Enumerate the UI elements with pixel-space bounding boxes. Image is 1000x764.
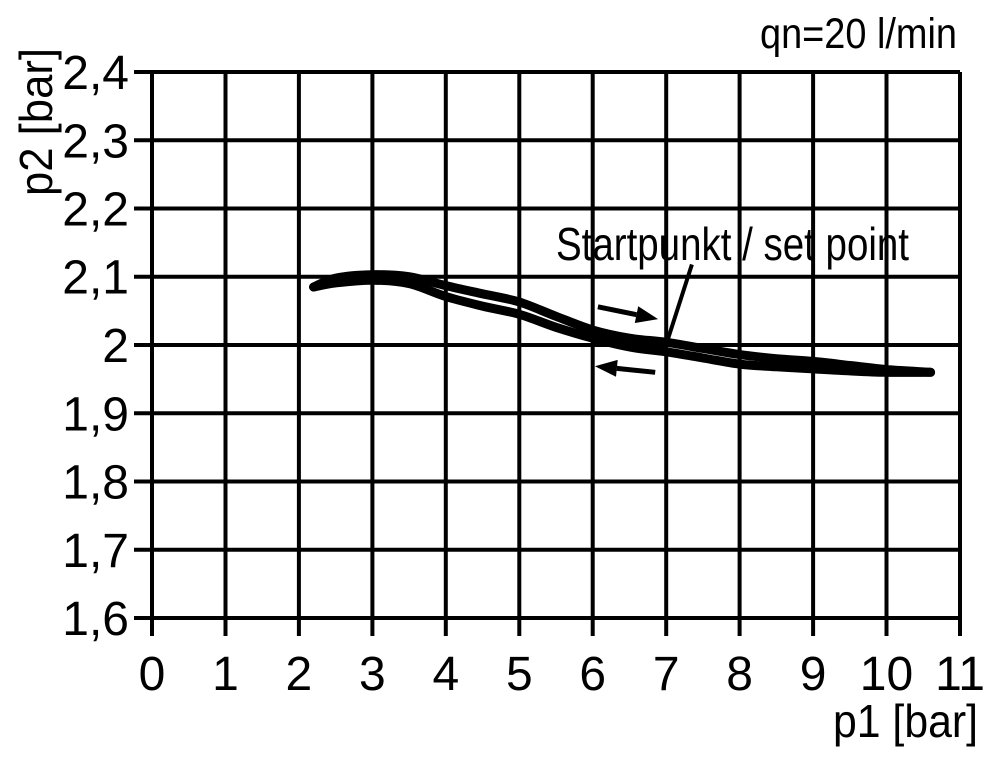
svg-text:2,3: 2,3 xyxy=(62,115,129,168)
x-axis-label: p1 [bar] xyxy=(833,695,978,747)
curve-lower-branch-p1-decreasing xyxy=(309,275,936,377)
svg-text:4: 4 xyxy=(432,648,459,701)
set-point-label: Startpunkt / set point xyxy=(556,218,909,270)
curve-upper-branch-p1-increasing xyxy=(309,270,936,377)
hysteresis-curves xyxy=(309,270,936,377)
svg-text:5: 5 xyxy=(506,648,533,701)
direction-arrow-right xyxy=(597,304,659,323)
svg-text:9: 9 xyxy=(800,648,827,701)
svg-text:3: 3 xyxy=(359,648,386,701)
svg-text:1,9: 1,9 xyxy=(62,388,129,441)
svg-text:6: 6 xyxy=(579,648,606,701)
grid xyxy=(134,70,962,636)
svg-text:2,2: 2,2 xyxy=(62,184,129,237)
svg-text:8: 8 xyxy=(726,648,753,701)
flow-rate-label: qn=20 l/min xyxy=(760,10,957,58)
svg-text:1,6: 1,6 xyxy=(62,593,129,646)
svg-text:10: 10 xyxy=(860,648,913,701)
direction-arrows xyxy=(594,304,659,377)
svg-text:2: 2 xyxy=(102,320,129,373)
direction-arrow-left xyxy=(594,359,656,377)
svg-text:7: 7 xyxy=(653,648,680,701)
svg-text:1: 1 xyxy=(212,648,239,701)
y-axis-label: p2 [bar] xyxy=(10,48,62,196)
svg-text:2: 2 xyxy=(286,648,313,701)
svg-text:1,8: 1,8 xyxy=(62,457,129,510)
set-point-leader-line xyxy=(664,263,694,343)
y-tick-labels: 2,4 2,3 2,2 2,1 2 1,9 1,8 1,7 1,6 xyxy=(62,47,129,646)
x-tick-labels: 0 1 2 3 4 5 6 7 8 9 10 11 xyxy=(139,648,985,701)
svg-text:2,4: 2,4 xyxy=(62,47,129,100)
svg-text:11: 11 xyxy=(935,648,985,701)
svg-text:2,1: 2,1 xyxy=(62,252,129,305)
svg-text:0: 0 xyxy=(139,648,166,701)
svg-text:1,7: 1,7 xyxy=(62,525,129,578)
